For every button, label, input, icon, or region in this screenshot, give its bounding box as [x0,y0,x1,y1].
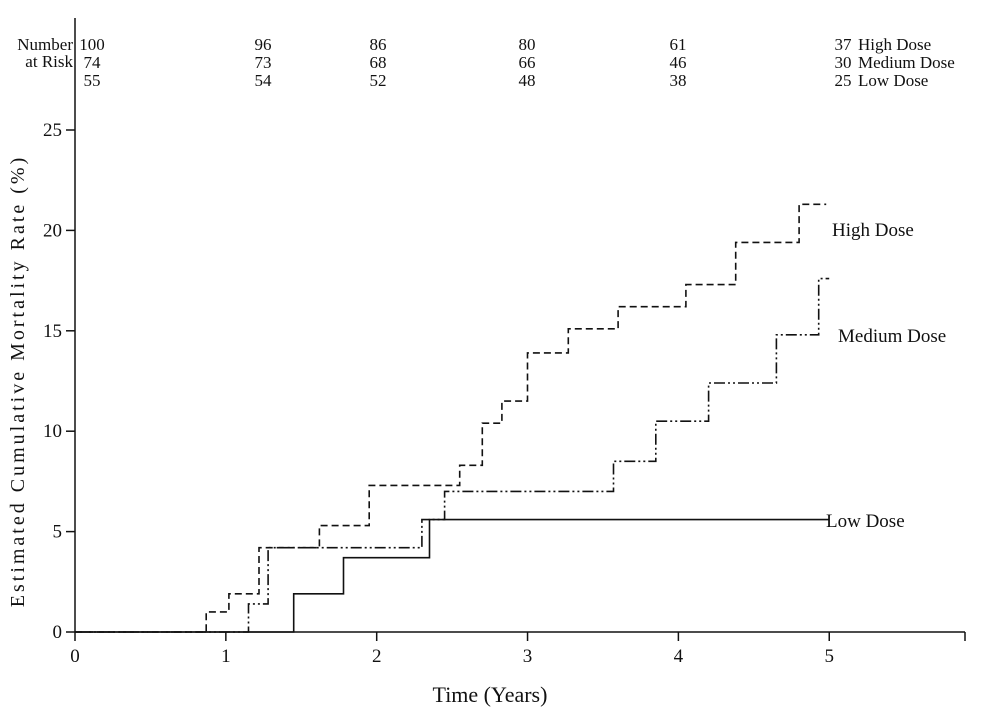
risk-count-low-dose-year-3: 48 [519,71,536,90]
risk-count-high-dose-year-1: 96 [255,35,272,54]
x-axis-label: Time (Years) [433,682,548,707]
risk-count-high-dose-year-3: 80 [519,35,536,54]
y-tick-label: 10 [43,421,62,442]
x-tick-label: 2 [372,646,382,667]
risk-count-low-dose-year-1: 54 [255,71,273,90]
risk-count-medium-dose-year-4: 46 [670,53,687,72]
risk-group-label-low-dose: Low Dose [858,71,928,90]
series-label-low-dose: Low Dose [826,511,905,532]
risk-count-medium-dose-year-5: 30 [835,53,852,72]
y-tick-label: 0 [53,622,63,643]
series-line-medium-dose [75,277,830,633]
y-tick-label: 25 [43,120,62,141]
risk-count-medium-dose-year-0: 74 [84,53,102,72]
risk-count-high-dose-year-5: 37 [835,35,853,54]
y-axis-label: Estimated Cumulative Mortality Rate (%) [7,155,29,607]
x-tick-label: 4 [674,646,684,667]
risk-group-label-high-dose: High Dose [858,35,931,54]
risk-count-low-dose-year-4: 38 [670,71,687,90]
x-tick-label: 0 [70,646,80,667]
series-line-high-dose [75,203,827,633]
risk-table-header-line1: Number [17,35,73,54]
x-tick-label: 5 [824,646,834,667]
x-tick-label: 1 [221,646,231,667]
risk-count-high-dose-year-0: 100 [79,35,105,54]
series-line-low-dose [75,518,830,633]
x-tick-label: 3 [523,646,533,667]
risk-count-medium-dose-year-1: 73 [255,53,272,72]
series-label-medium-dose: Medium Dose [838,326,946,347]
risk-count-low-dose-year-0: 55 [84,71,101,90]
risk-count-high-dose-year-4: 61 [670,35,687,54]
risk-count-low-dose-year-5: 25 [835,71,852,90]
y-tick-label: 15 [43,321,62,342]
risk-group-label-medium-dose: Medium Dose [858,53,955,72]
risk-count-medium-dose-year-2: 68 [370,53,387,72]
risk-count-high-dose-year-2: 86 [370,35,387,54]
risk-table-header-line2: at Risk [25,52,73,71]
series-label-high-dose: High Dose [832,220,914,241]
risk-count-medium-dose-year-3: 66 [519,53,536,72]
y-tick-label: 20 [43,220,62,241]
risk-count-low-dose-year-2: 52 [370,71,387,90]
y-tick-label: 5 [53,522,63,543]
